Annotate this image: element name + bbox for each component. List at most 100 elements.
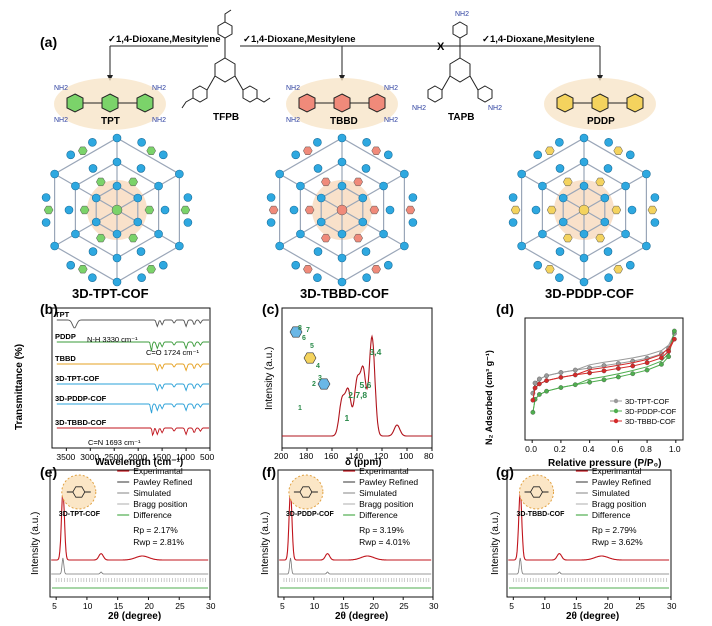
panel-b-frame	[51, 307, 211, 449]
framework-node	[112, 181, 122, 191]
panel-d-point	[630, 371, 636, 377]
panel-b-series-label: 3D-TBBD-COF	[55, 418, 107, 427]
framework-linker	[146, 265, 156, 274]
framework-spoke	[54, 209, 118, 247]
framework-node	[112, 133, 122, 143]
tbbd-nh2: NH2	[286, 117, 300, 124]
panel-d-point	[672, 328, 677, 334]
panel-g-ylabel: Intensity (a.u.)	[490, 512, 501, 575]
panel-b-annotation: N-H 3330 cm⁻¹	[87, 335, 138, 344]
panel-b-series-line	[56, 383, 209, 392]
tfpb-molecule	[181, 9, 271, 109]
framework-spoke	[54, 173, 118, 211]
pxrd-legend-label: Pawley Refined	[359, 477, 418, 487]
pddp-molecule	[556, 93, 644, 113]
panel-b: (b) 3500 3000 2500 2000 1500 1000 500 TPT PDDP TB…	[14, 301, 214, 468]
panel-c-xtick-label: 160	[324, 451, 338, 461]
pxrd-legend-label: Experimantal	[592, 466, 642, 476]
pxrd-xtick-label: 5	[509, 601, 514, 611]
panel-b-xlabel: Wavelength (cm⁻¹)	[95, 457, 183, 468]
tapb-nh2-top: NH2	[455, 11, 469, 18]
panel-d-point	[537, 381, 542, 387]
pxrd-legend-label: Bragg position	[359, 499, 414, 509]
framework-spoke	[521, 209, 585, 247]
framework-linker	[78, 146, 88, 155]
panel-b-series-label: PDDP	[55, 332, 76, 341]
framework-node	[112, 253, 122, 263]
panel-b-series-line	[56, 341, 209, 352]
framework-node	[41, 218, 51, 227]
tbbd-label: TBBD	[330, 116, 358, 127]
cross-mark: X	[437, 41, 445, 53]
panel-d-legend-marker	[613, 398, 619, 404]
framework-node	[313, 273, 322, 282]
framework-node	[579, 253, 589, 263]
framework-node	[362, 273, 371, 282]
framework-linker	[128, 177, 138, 187]
framework-node	[337, 157, 347, 167]
framework-node	[275, 241, 284, 251]
panel-c-structure-label: 4	[316, 363, 320, 370]
framework-linker	[563, 233, 573, 243]
panel-d-xtick-label: 1.0	[669, 444, 681, 454]
framework-node	[642, 241, 651, 251]
framework-node	[361, 164, 371, 173]
panel-d-ylabel: N₂ Adsorbed (cm³ g⁻¹)	[484, 350, 494, 445]
framework-node	[337, 133, 347, 143]
pxrd-simulated	[508, 557, 670, 575]
framework-linker	[369, 205, 380, 215]
framework-node	[625, 260, 635, 270]
pxrd-inset-circle	[61, 474, 97, 510]
framework-node	[275, 169, 284, 179]
pxrd-legend-label: Pawley Refined	[133, 477, 192, 487]
framework-node	[64, 205, 74, 215]
framework-node	[316, 217, 326, 227]
panel-b-xtick-label: 1500	[152, 452, 171, 462]
panel-g-letter: (g)	[496, 464, 514, 480]
framework-node	[558, 193, 568, 203]
framework-linker	[595, 233, 605, 243]
framework-node	[361, 247, 371, 256]
framework-node	[137, 138, 146, 147]
panel-a-letter: (a)	[40, 34, 57, 50]
panel-g-xlabel: 2θ (degree)	[566, 611, 619, 622]
framework-node	[508, 218, 518, 227]
framework-node	[296, 229, 305, 239]
panel-c: (c) 200 180 160 140 120 100 80 3,4 5,62,7,8 1 8 765…	[262, 301, 434, 468]
panel-d-xtick-label: 0.4	[583, 444, 595, 454]
pxrd-rp: Rp = 2.17%	[133, 525, 178, 535]
framework-spoke	[583, 173, 647, 211]
framework-linker	[611, 205, 622, 215]
panel-c-peak-label: 5,6	[360, 380, 372, 390]
pxrd-xtick-label: 30	[206, 601, 216, 611]
framework-spoke	[116, 173, 180, 211]
framework-linker	[353, 233, 363, 243]
framework-linker	[180, 205, 191, 215]
pxrd-inset-label: 3D-PDDP-COF	[286, 511, 335, 518]
framework-linker	[268, 205, 279, 215]
panel-d-point	[587, 379, 592, 385]
tapb-nh2-right: NH2	[488, 105, 502, 112]
panel-b-series-label: TPT	[55, 310, 70, 319]
pxrd-xtick-label: 30	[429, 601, 439, 611]
framework-node	[533, 260, 543, 270]
framework-node	[71, 181, 80, 191]
framework-linker	[545, 265, 555, 274]
framework-node	[579, 181, 589, 191]
panel-d-xtick-label: 0.6	[611, 444, 623, 454]
framework-node	[650, 218, 660, 227]
framework-linker	[321, 177, 331, 187]
panel-b-annotation: C=O 1724 cm⁻¹	[146, 348, 199, 357]
panel-d-point	[572, 372, 578, 378]
framework-node	[158, 260, 168, 270]
tpt-nh2: NH2	[152, 117, 166, 124]
panel-d-point	[532, 385, 538, 391]
pxrd-experimental	[508, 491, 670, 561]
panel-d-point	[644, 360, 650, 366]
panel-c-structure-label: 6	[302, 335, 306, 342]
framework-node	[555, 273, 564, 282]
panel-b-ylabel: Transmittance (%)	[14, 344, 25, 430]
panel-c-structure-label: 1	[298, 405, 302, 412]
framework-node	[112, 229, 122, 239]
